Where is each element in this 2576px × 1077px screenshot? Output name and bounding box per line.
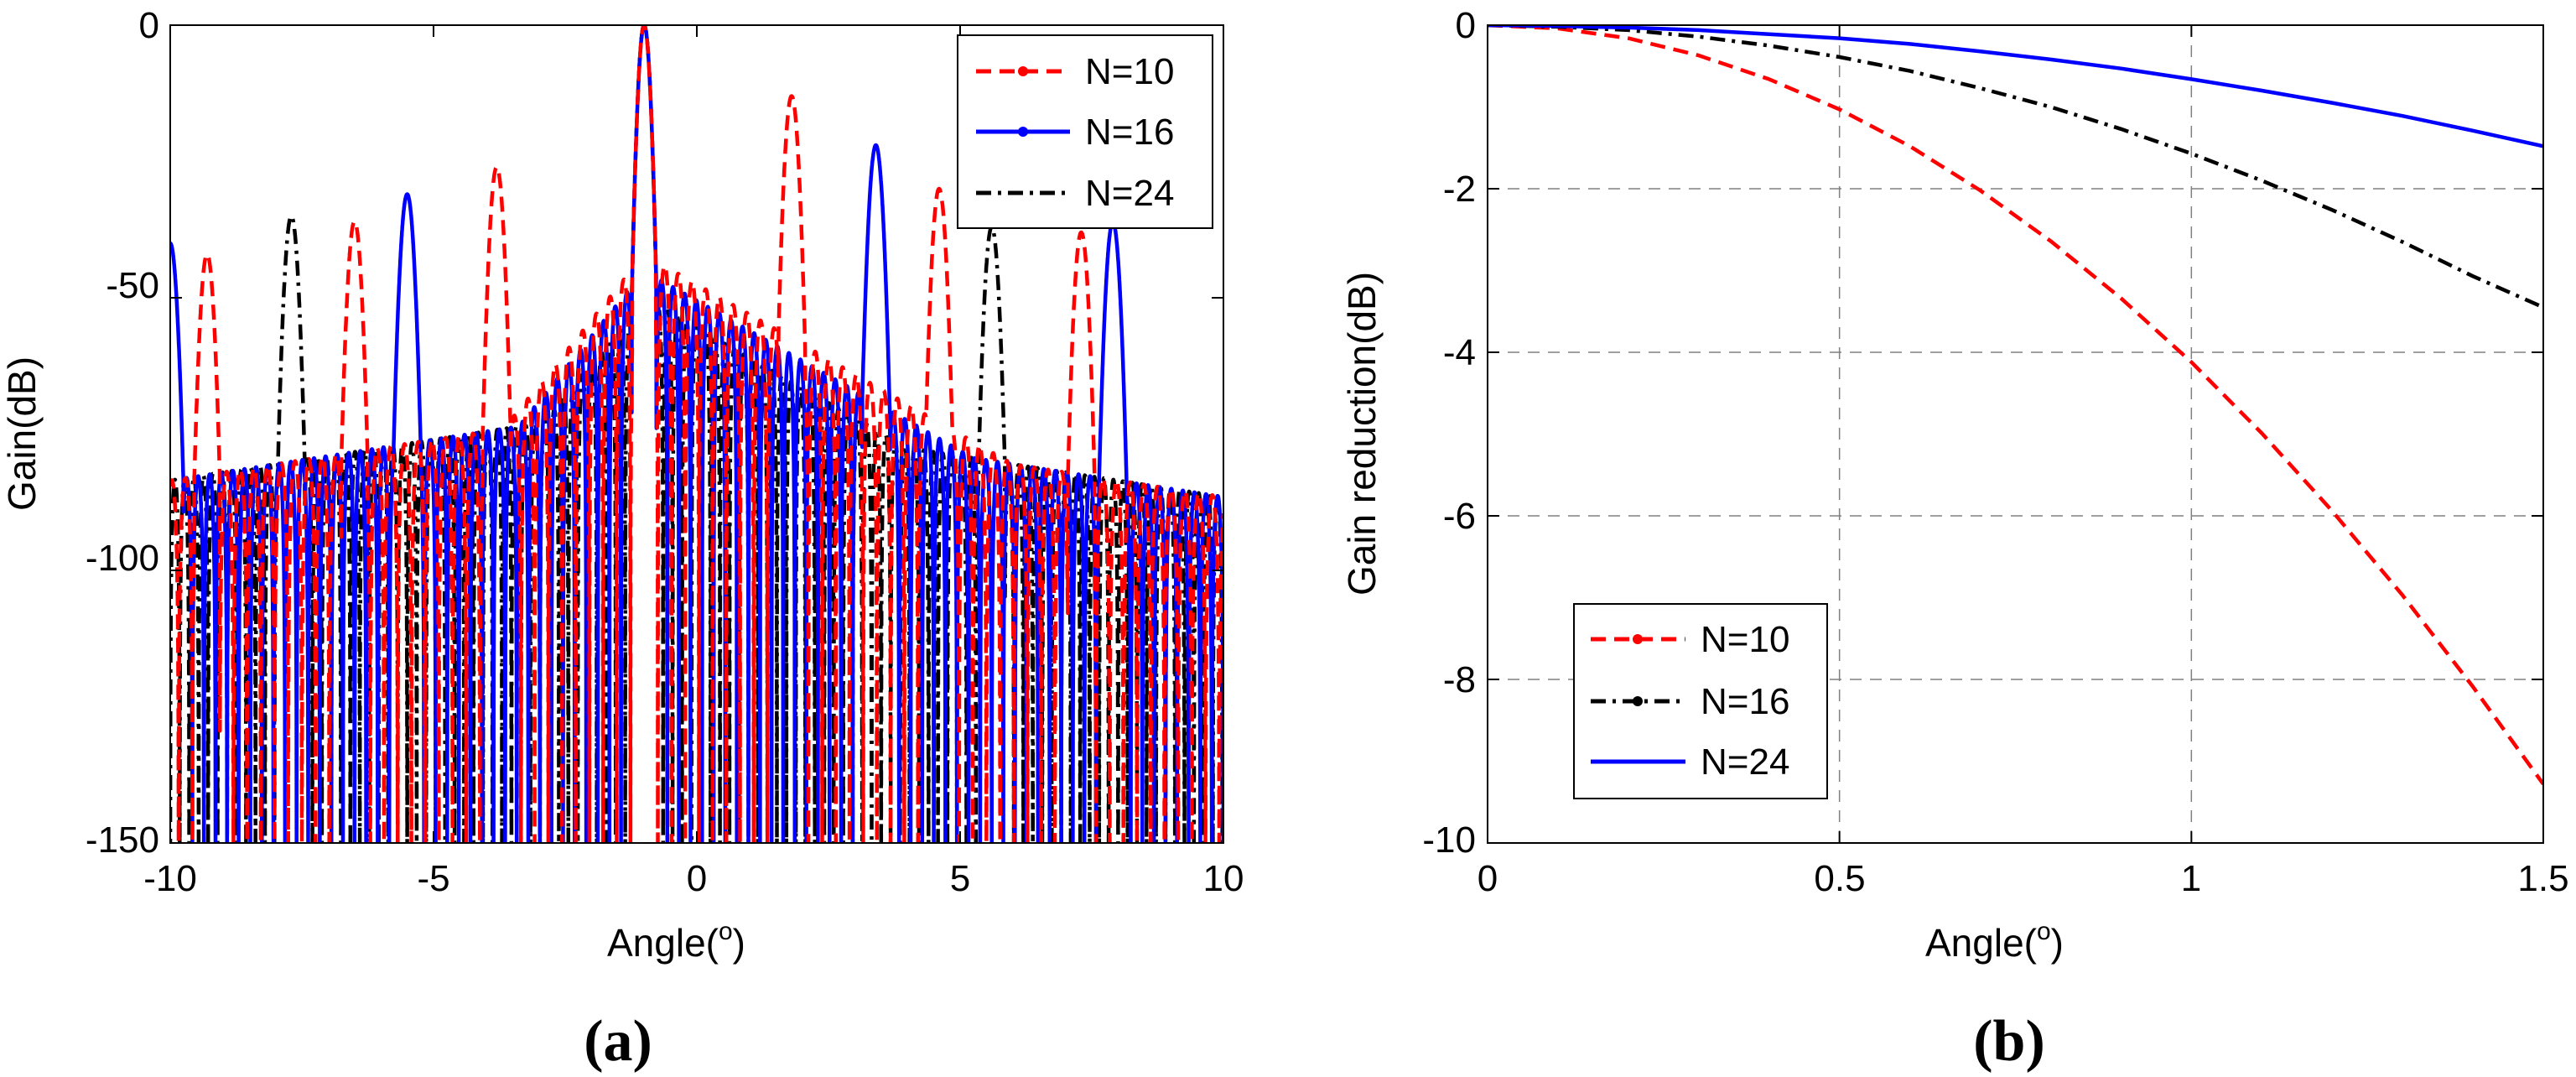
- panel-label-a: (a): [584, 1009, 652, 1074]
- y-tick-label: 0: [1456, 5, 1476, 46]
- legend-label-b-n16: N=16: [1701, 681, 1789, 722]
- series-line-n16: [170, 25, 1223, 843]
- legend-label-b-n10: N=10: [1701, 619, 1789, 660]
- y-tick-label: -10: [1422, 819, 1476, 861]
- y-tick-labels-b: 0 -2 -4 -6 -8 -10: [1422, 5, 1476, 861]
- x-tick-label: 1.5: [2517, 858, 2568, 899]
- x-tick-label: 0: [1478, 858, 1498, 899]
- x-tick-label: 10: [1203, 858, 1244, 899]
- legend-label-n10: N=10: [1085, 51, 1174, 92]
- legend-label-n24: N=24: [1085, 173, 1174, 214]
- series-line-n24: [1488, 25, 2543, 148]
- legend-marker-n10: [1018, 66, 1028, 76]
- ticks-b: [1487, 24, 2544, 844]
- y-tick-label: -50: [106, 265, 159, 306]
- legend-a: N=10 N=16 N=24: [957, 34, 1213, 229]
- ticks-a: [169, 24, 1224, 844]
- y-axis-label-a: Gain(dB): [0, 356, 44, 511]
- panel-label-b: (b): [1973, 1009, 2045, 1074]
- x-tick-labels-b: 0 0.5 1 1.5: [1478, 858, 2569, 899]
- x-axis-label-b: Angle(o): [1925, 918, 2064, 965]
- y-tick-label: -6: [1443, 496, 1476, 537]
- y-tick-label: -8: [1443, 659, 1476, 700]
- x-tick-label: -5: [417, 858, 449, 899]
- legend-b: N=10 N=16 N=24: [1573, 603, 1828, 799]
- y-tick-label: 0: [139, 5, 159, 46]
- y-tick-label: -100: [86, 538, 159, 579]
- x-tick-label: 5: [950, 858, 970, 899]
- x-tick-labels-a: -10 -5 0 5 10: [143, 858, 1244, 899]
- panel-a: -10 -5 0 5 10 0 -50 -100 -150 Angle(o) G…: [0, 5, 1244, 1074]
- legend-marker-b-n16: [1633, 696, 1643, 706]
- x-tick-label: 0: [687, 858, 707, 899]
- legend-label-b-n24: N=24: [1701, 741, 1789, 783]
- x-tick-label: 1: [2181, 858, 2201, 899]
- legend-label-n16: N=16: [1085, 112, 1174, 153]
- legend-marker-b-n10: [1633, 634, 1643, 644]
- y-tick-label: -4: [1443, 332, 1476, 373]
- legend-box-b: [1573, 603, 1828, 799]
- series-layer-b: [1488, 25, 2543, 786]
- y-tick-labels-a: 0 -50 -100 -150: [86, 5, 159, 861]
- y-tick-label: -150: [86, 819, 159, 861]
- legend-marker-n16: [1018, 127, 1028, 137]
- x-tick-label: -10: [143, 858, 197, 899]
- x-axis-label-a: Angle(o): [607, 918, 745, 965]
- axes-box-b: [1487, 24, 2544, 844]
- y-axis-label-b: Gain reduction(dB): [1340, 272, 1384, 596]
- x-tick-label: 0.5: [1814, 858, 1865, 899]
- y-tick-label: -2: [1443, 169, 1476, 210]
- series-line-n16: [1488, 25, 2543, 310]
- series-line-n10: [170, 25, 1223, 843]
- series-line-n10: [1488, 25, 2543, 786]
- panel-b: 0 0.5 1 1.5 0 -2 -4 -6 -8 -10 Angle(o) G…: [1340, 5, 2569, 1074]
- series-layer-a: [170, 25, 1223, 843]
